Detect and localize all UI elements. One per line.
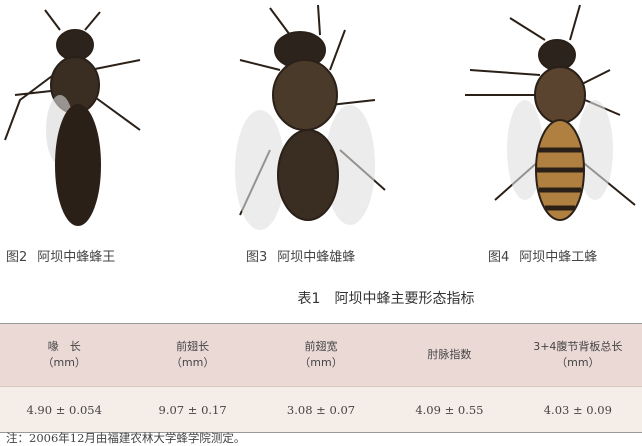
morphology-table: 喙 长（mm） 前翅长 （mm） 前翅宽 （mm） 肘脉指数 3+4腹节背板总长 （m… <box>0 323 642 433</box>
header-cell: 前翅长 （mm） <box>170 340 215 369</box>
figure-caption: 图4 阿坝中蜂工蜂 <box>488 250 598 265</box>
value-cell: 4.03 ± 0.09 <box>543 402 612 417</box>
header-cell: 喙 长（mm） <box>42 340 86 369</box>
figure-caption: 图3 阿坝中蜂雄蜂 <box>246 250 356 265</box>
header-cell: 前翅宽 （mm） <box>299 340 343 369</box>
figure-caption: 图2 阿坝中蜂蜂王 <box>6 250 116 265</box>
table-row: 4.90 ± 0.054 9.07 ± 0.17 3.08 ± 0.07 4.0… <box>0 387 642 432</box>
drone-bee-image <box>235 4 386 230</box>
table-note: 注：2006年12月由福建农林大学蜂学院测定。 <box>6 431 246 445</box>
header-cell: 肘脉指数 <box>427 348 472 361</box>
value-cell: 4.09 ± 0.55 <box>415 402 484 417</box>
header-cell: 3+4腹节背板总长 （mm） <box>533 340 623 369</box>
value-cell: 3.08 ± 0.07 <box>286 402 356 417</box>
value-cell: 4.90 ± 0.054 <box>26 402 102 417</box>
table-header-row: 喙 长（mm） 前翅长 （mm） 前翅宽 （mm） 肘脉指数 3+4腹节背板总长 （m… <box>0 324 642 387</box>
worker-bee-image <box>465 4 636 221</box>
queen-bee-image <box>4 9 141 226</box>
bee-photos <box>4 4 636 230</box>
table-title: 表1 阿坝中蜂主要形态指标 <box>297 291 475 307</box>
value-cell: 9.07 ± 0.17 <box>158 402 227 417</box>
